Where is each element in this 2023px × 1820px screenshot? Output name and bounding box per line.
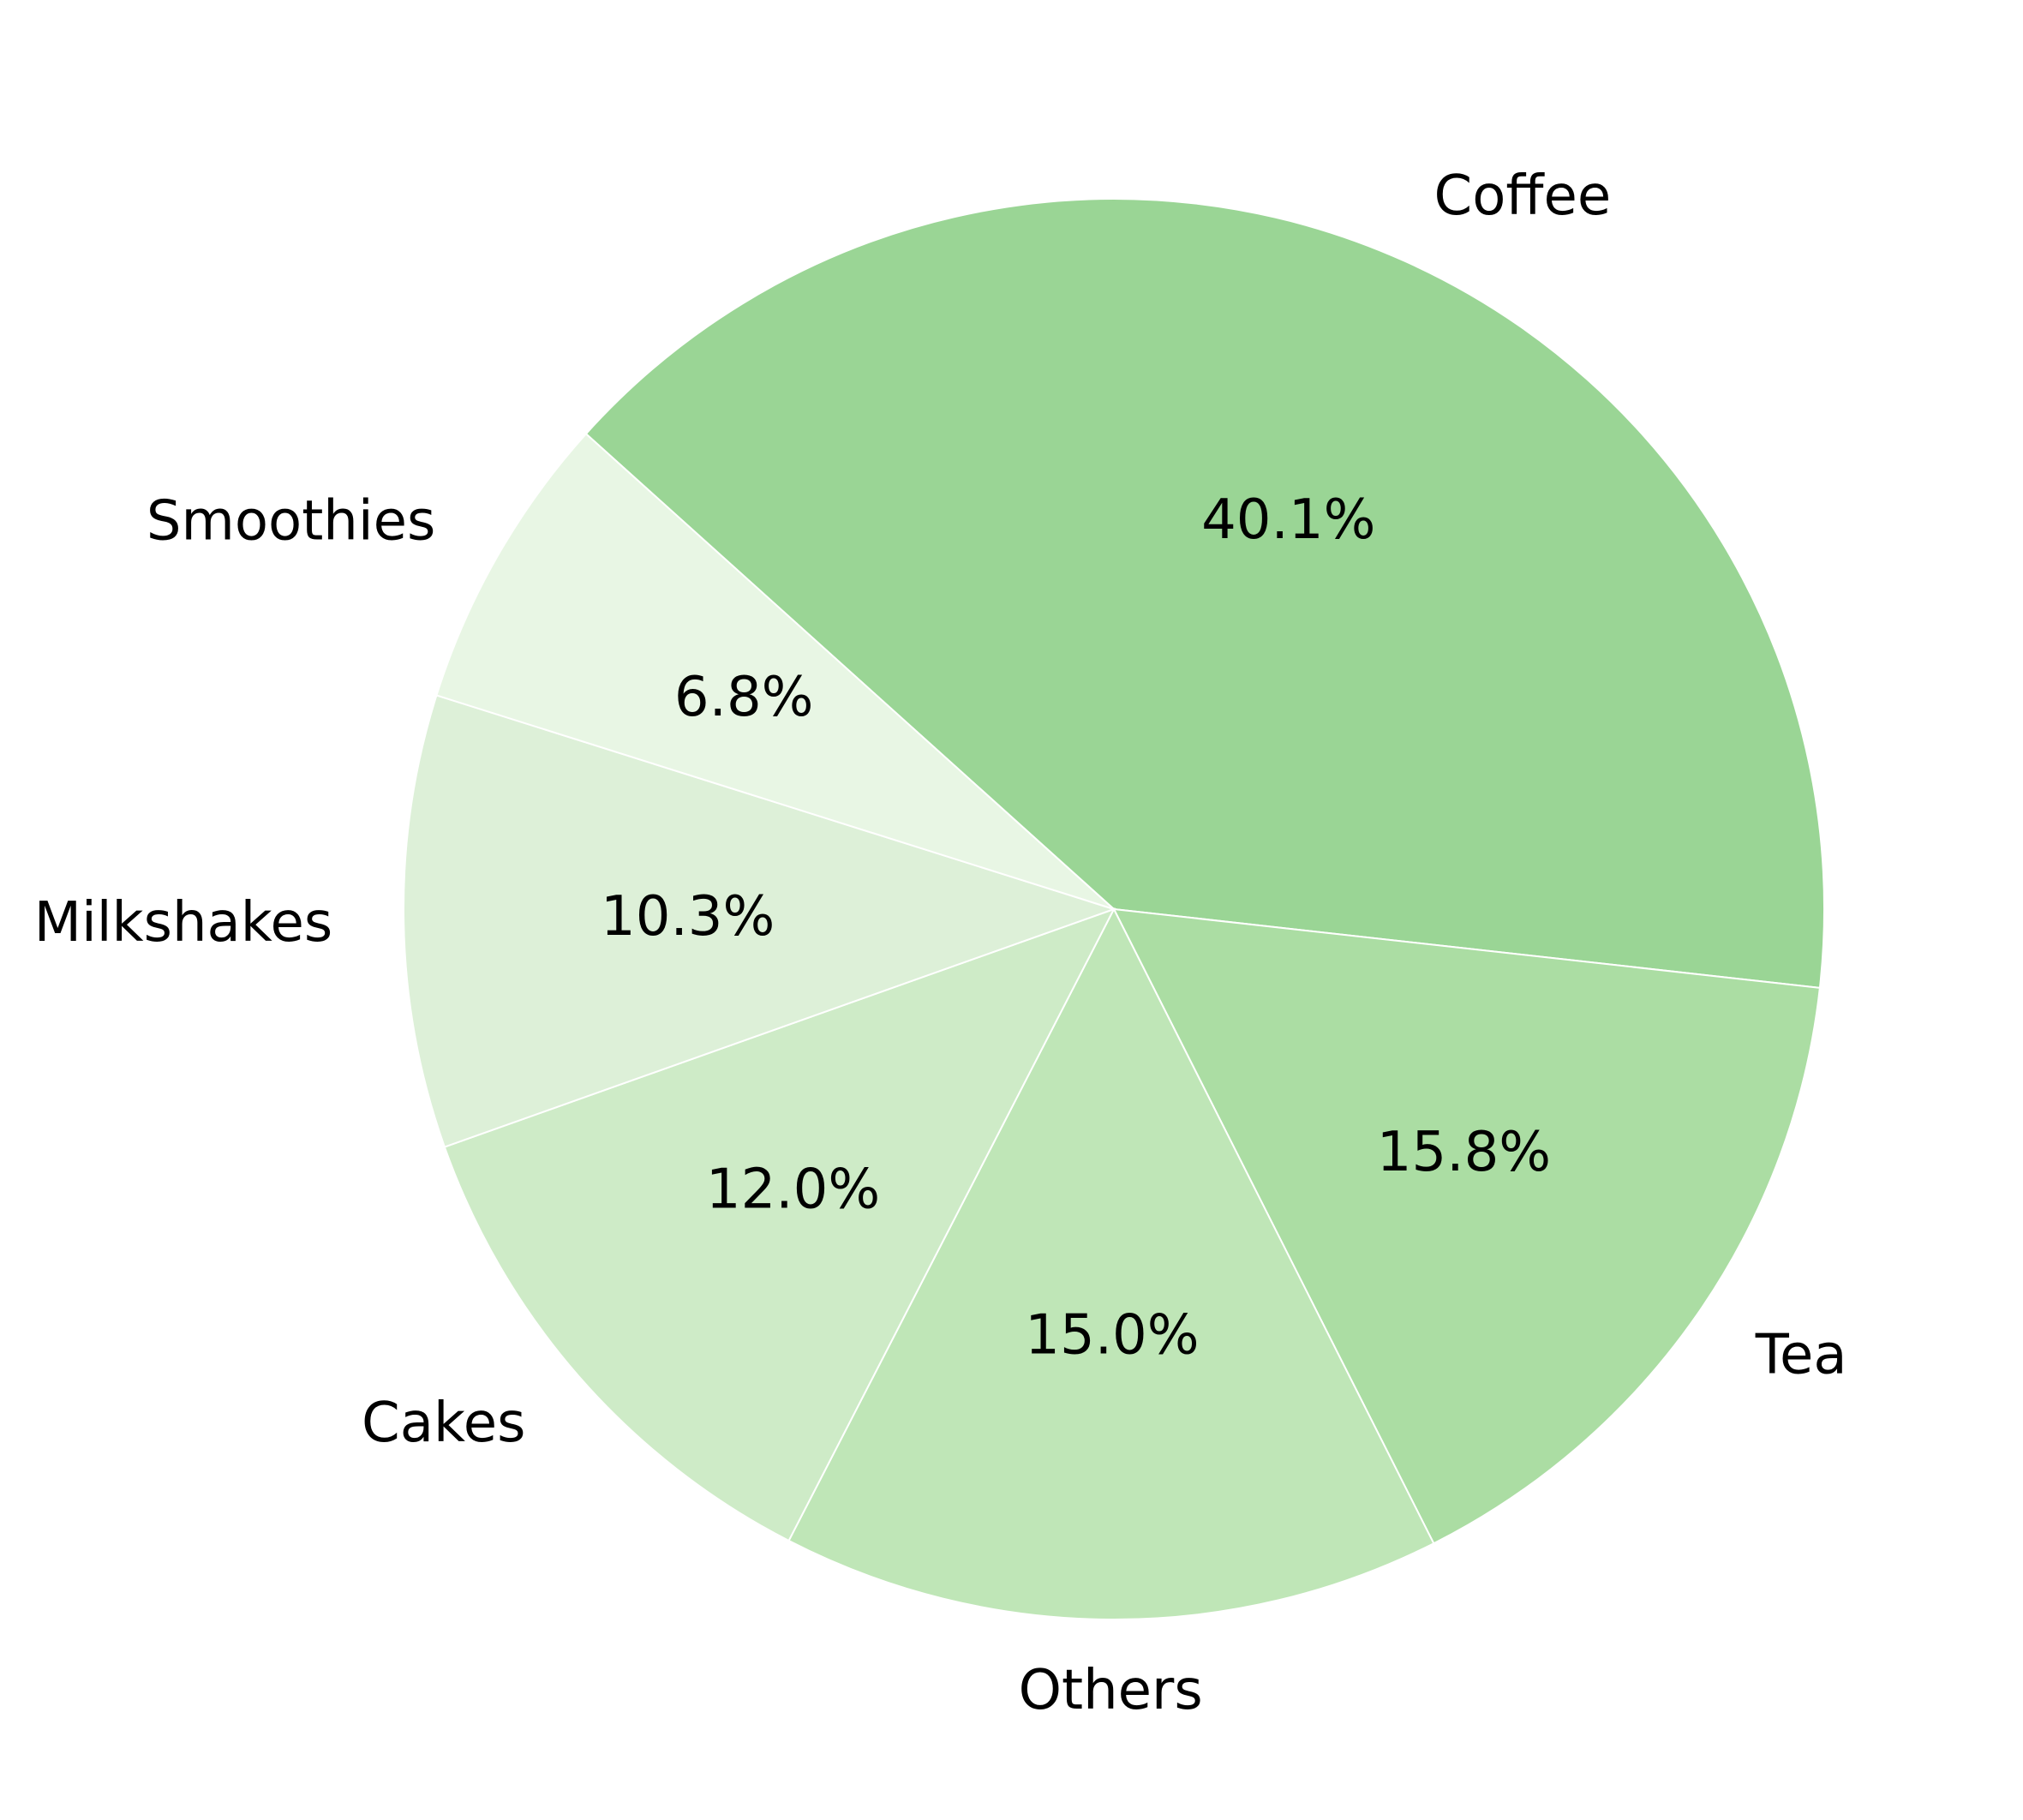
category-label-milkshakes: Milkshakes xyxy=(34,891,332,955)
slice-tea xyxy=(1112,907,1822,1545)
category-label-others: Others xyxy=(1019,1659,1203,1722)
slice-milkshakes xyxy=(403,694,1117,1148)
pct-label-cakes: 12.0% xyxy=(706,1158,880,1221)
slice-others xyxy=(787,907,1435,1620)
pie-slices xyxy=(403,198,1825,1620)
slice-smoothies xyxy=(435,432,1115,910)
pct-label-coffee: 40.1% xyxy=(1201,488,1375,552)
slice-cakes xyxy=(443,907,1116,1542)
pct-label-others: 15.0% xyxy=(1025,1303,1199,1367)
category-label-smoothies: Smoothies xyxy=(147,489,435,553)
pie-labels: 40.1% Coffee 15.8% Tea 15.0% Others 12.0% Cakes… xyxy=(34,165,1847,1722)
category-label-tea: Tea xyxy=(1755,1323,1847,1386)
pct-label-milkshakes: 10.3% xyxy=(601,885,775,949)
category-label-coffee: Coffee xyxy=(1434,165,1612,228)
pct-label-tea: 15.8% xyxy=(1377,1121,1551,1184)
slice-coffee xyxy=(584,198,1825,989)
pct-label-smoothies: 6.8% xyxy=(674,666,814,729)
category-label-cakes: Cakes xyxy=(362,1392,525,1455)
